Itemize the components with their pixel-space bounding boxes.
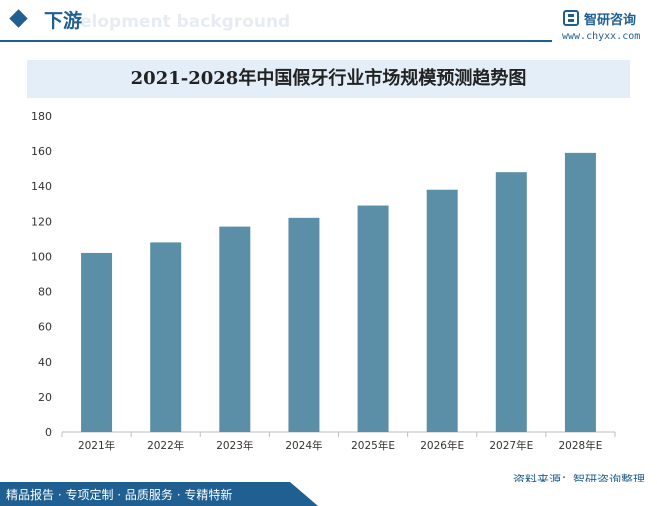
bar <box>426 189 458 432</box>
section-title: 下游 <box>44 10 83 32</box>
bar <box>81 252 113 432</box>
x-tick-label: 2027年E <box>489 439 533 452</box>
y-tick-label: 0 <box>45 426 52 439</box>
bar <box>150 242 182 432</box>
footer-blank <box>318 482 657 506</box>
footer-corner <box>290 482 318 506</box>
brand-logo-text: 智研咨询 <box>584 13 637 28</box>
x-tick-label: 2025年E <box>351 439 395 452</box>
y-tick-label: 80 <box>38 286 52 299</box>
background-watermark-word: elopment background <box>80 12 291 32</box>
header-divider <box>0 40 552 42</box>
y-tick-label: 120 <box>31 215 52 228</box>
y-tick-label: 100 <box>31 250 52 263</box>
x-tick-label: 2023年 <box>216 439 253 452</box>
y-tick-label: 20 <box>38 391 52 404</box>
bar <box>564 152 596 432</box>
x-tick-label: 2021年 <box>78 439 115 452</box>
footer-bar: 精品报告 · 专项定制 · 品质服务 · 专精特新 <box>0 482 657 506</box>
y-tick-label: 40 <box>38 356 52 369</box>
bar <box>357 205 389 432</box>
bar <box>219 226 251 432</box>
bar <box>495 172 527 432</box>
x-tick-label: 2026年E <box>420 439 464 452</box>
y-tick-label: 180 <box>31 110 52 123</box>
bar <box>288 217 320 432</box>
x-tick-label: 2022年 <box>147 439 184 452</box>
brand-mark-icon <box>563 10 579 26</box>
y-tick-label: 140 <box>31 180 52 193</box>
y-tick-label: 160 <box>31 145 52 158</box>
diamond-icon <box>9 9 28 28</box>
bar-chart: 0 20 40 60 80 100 120 140 160 180 2021年 2022年 2023年 2… <box>31 110 616 452</box>
x-tick-label: 2024年 <box>285 439 322 452</box>
footer-slogan: 精品报告 · 专项定制 · 品质服务 · 专精特新 <box>6 488 233 502</box>
chart-title-band: 2021-2028年中国假牙行业市场规模预测趋势图 <box>27 60 630 98</box>
chart-title: 2021-2028年中国假牙行业市场规模预测趋势图 <box>130 68 527 89</box>
header-bar: elopment background 下游 智研咨询 www.chyxx.co… <box>0 0 657 44</box>
site-url: www.chyxx.com <box>562 31 641 42</box>
x-tick-label: 2028年E <box>559 439 603 452</box>
y-tick-label: 60 <box>38 321 52 334</box>
